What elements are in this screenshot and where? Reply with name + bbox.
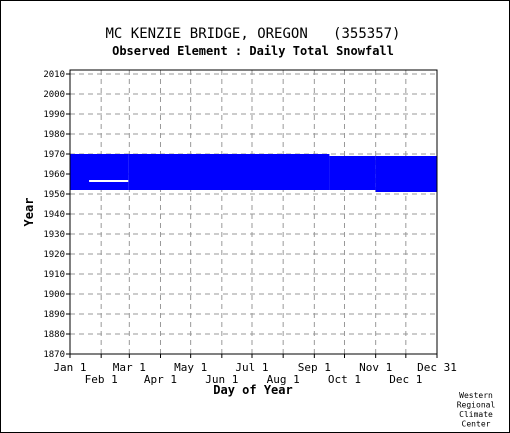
x-tick-label: Mar 1 bbox=[113, 361, 146, 374]
y-tick-label: 1900 bbox=[43, 290, 65, 300]
x-tick-label: Dec 1 bbox=[389, 373, 422, 386]
plot-area-border bbox=[69, 69, 438, 355]
coverage-block-0 bbox=[70, 154, 129, 190]
credit-line: Western bbox=[459, 391, 493, 400]
x-tick-label: May 1 bbox=[174, 361, 207, 374]
x-axis-ticks: Jan 1 Mar 1 May 1 Jul 1 Sep 1 Nov 1 Dec 31 Feb … bbox=[53, 354, 457, 386]
coverage-block-3 bbox=[375, 156, 437, 192]
gridlines bbox=[70, 70, 437, 354]
y-axis-ticks: 1870 1880 1890 1900 1910 1920 1930 1940 1950 1960… bbox=[43, 70, 70, 360]
x-tick-label: Aug 1 bbox=[267, 373, 300, 386]
x-tick-label: Jul 1 bbox=[235, 361, 268, 374]
x-tick-label: Jan 1 bbox=[53, 361, 86, 374]
y-tick-label: 1880 bbox=[43, 330, 65, 340]
x-tick-label: Apr 1 bbox=[144, 373, 177, 386]
coverage-block-1 bbox=[128, 154, 330, 190]
coverage-block-2 bbox=[329, 156, 376, 190]
y-tick-label: 1960 bbox=[43, 170, 65, 180]
y-tick-label: 1970 bbox=[43, 150, 65, 160]
chart-subtitle: Observed Element : Daily Total Snowfall bbox=[112, 44, 394, 58]
y-tick-label: 1950 bbox=[43, 190, 65, 200]
y-tick-label: 1910 bbox=[43, 270, 65, 280]
y-tick-label: 1980 bbox=[43, 130, 65, 140]
credit-line: Center bbox=[462, 420, 491, 429]
chart-title: MC KENZIE BRIDGE, OREGON (355357) bbox=[105, 26, 400, 42]
y-tick-label: 2000 bbox=[43, 90, 65, 100]
credit-line: Climate bbox=[459, 410, 493, 419]
x-tick-label: Oct 1 bbox=[328, 373, 361, 386]
y-tick-label: 2010 bbox=[43, 70, 65, 80]
y-tick-label: 1870 bbox=[43, 350, 65, 360]
y-tick-label: 1920 bbox=[43, 250, 65, 260]
y-tick-label: 1990 bbox=[43, 110, 65, 120]
data-gaps bbox=[89, 180, 129, 182]
x-tick-label: Sep 1 bbox=[298, 361, 331, 374]
x-tick-label: Dec 31 bbox=[417, 361, 457, 374]
x-tick-label: Nov 1 bbox=[359, 361, 392, 374]
data-coverage bbox=[70, 154, 437, 192]
x-tick-label: Feb 1 bbox=[85, 373, 118, 386]
y-axis-label: Year bbox=[22, 198, 36, 227]
x-axis-label: Day of Year bbox=[213, 383, 292, 397]
missing-data-0 bbox=[89, 180, 129, 182]
credit-line: Regional bbox=[457, 401, 496, 410]
x-tick-label: Jun 1 bbox=[205, 373, 238, 386]
y-tick-label: 1890 bbox=[43, 310, 65, 320]
y-tick-label: 1930 bbox=[43, 230, 65, 240]
y-tick-label: 1940 bbox=[43, 210, 65, 220]
